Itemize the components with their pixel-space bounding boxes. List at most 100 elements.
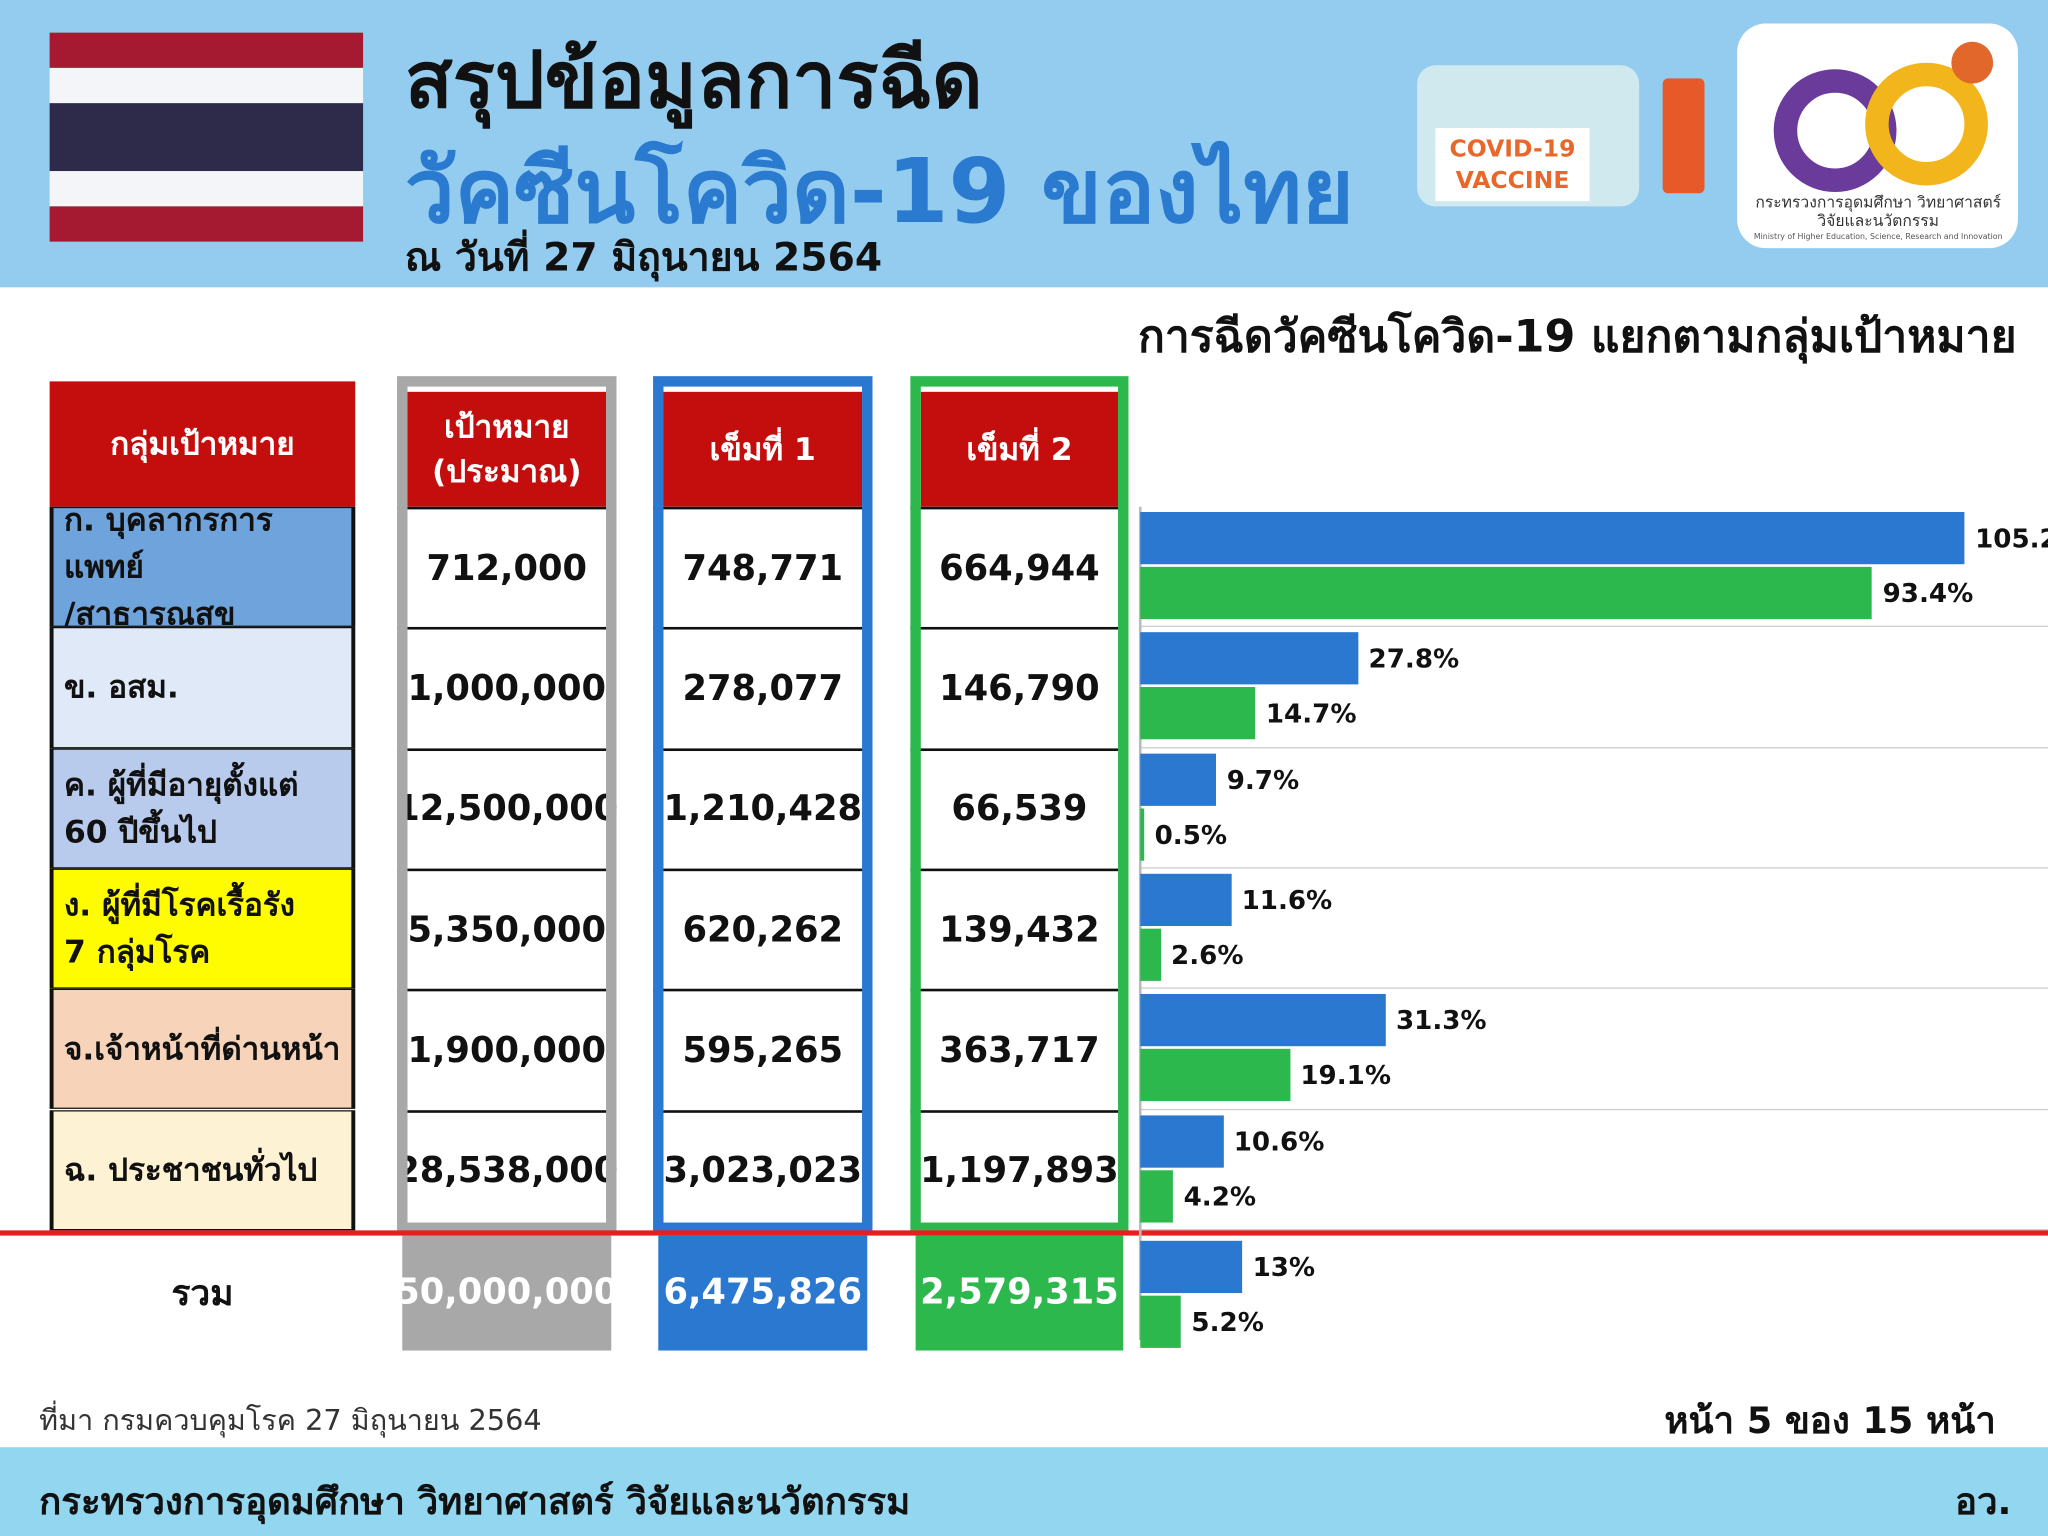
bar [1140, 753, 1217, 806]
footer-band [0, 1447, 2048, 1536]
ministry-name: กระทรวงการอุดมศึกษา วิทยาศาสตร์ วิจัยและ… [39, 1479, 911, 1523]
value-cell: 12,500,000 [395, 747, 618, 869]
value-cell: 1,000,000 [397, 627, 617, 748]
bar [1140, 1240, 1243, 1293]
vaccine-label-line: VACCINE [1455, 167, 1570, 195]
value-cell: 28,538,000 [395, 1109, 618, 1231]
logo-subtext: Ministry of Higher Education, Science, R… [1753, 232, 2003, 242]
bar [1140, 807, 1145, 861]
value-cell: 620,262 [653, 868, 873, 989]
total-cell: 50,000,000 [395, 1235, 618, 1351]
value-label: 14.7% [1265, 697, 1357, 730]
text-line: เข็มที่ 2 [966, 431, 1073, 468]
bar [1140, 994, 1386, 1047]
group-cell: ข. อสม. [49, 627, 356, 748]
text-line: /สาธารณสุข [63, 595, 236, 633]
text-line: กลุ่มเป้าหมาย [110, 425, 295, 463]
value-label: 9.7% [1226, 763, 1300, 795]
row-divider [1138, 867, 2048, 869]
value-label: 11.6% [1241, 884, 1333, 916]
page-number: หน้า 5 ของ 15 หน้า [1664, 1398, 1996, 1442]
ministry-logo: กระทรวงการอุดมศึกษา วิทยาศาสตร์ วิจัยและ… [1737, 23, 2018, 249]
total-cell: 2,579,315 [915, 1235, 1124, 1351]
group-cell: ง. ผู้ที่มีโรคเรื้อรัง 7 กลุ่มโรค [49, 868, 356, 989]
text-line: ก. บุคลากรการแพทย์ [63, 501, 273, 586]
text-line: 60 ปีขึ้นไป [63, 813, 217, 850]
value-cell: 363,717 [910, 988, 1129, 1110]
bar [1140, 566, 1873, 620]
text-line: เข็มที่ 1 [709, 431, 816, 468]
bar [1140, 873, 1232, 926]
value-label: 0.5% [1154, 818, 1228, 850]
row-divider [1138, 1228, 2048, 1231]
column-frame [653, 376, 873, 1233]
text-line: ฉ. ประชาชนทั่วไป [63, 1151, 318, 1189]
value-cell: 748,771 [653, 506, 873, 628]
value-cell: 3,023,023 [653, 1109, 873, 1231]
value-cell: 664,944 [910, 506, 1129, 628]
chart-title: การฉีดวัคซีนโควิด-19 แยกตามกลุ่มเป้าหมาย [1137, 310, 2017, 364]
value-label: 31.3% [1395, 1004, 1487, 1036]
column-header: เข็มที่ 2 [920, 391, 1119, 507]
row-divider [1138, 626, 2048, 628]
value-label: 5.2% [1191, 1305, 1264, 1338]
value-label: 10.6% [1233, 1125, 1325, 1157]
column-header: กลุ่มเป้าหมาย [49, 381, 356, 507]
value-label: 105.2% [1975, 522, 2048, 554]
vial-cap [1662, 78, 1705, 194]
bar [1140, 1114, 1224, 1168]
group-cell: ฉ. ประชาชนทั่วไป [49, 1109, 356, 1231]
value-label: 13% [1252, 1250, 1316, 1283]
column-frame [910, 376, 1129, 1233]
bar [1140, 511, 1965, 565]
group-cell: ก. บุคลากรการแพทย์ /สาธารณสุข [49, 502, 356, 632]
bar [1140, 1049, 1290, 1102]
column-header: เป้าหมาย (ประมาณ) [407, 391, 607, 507]
value-label: 93.4% [1882, 577, 1974, 609]
vaccine-vial: COVID-19 VACCINE [1417, 65, 1640, 207]
group-cell: ค. ผู้ที่มีอายุตั้งแต่ 60 ปีขึ้นไป [49, 747, 356, 869]
bar [1140, 1169, 1174, 1222]
thai-flag [49, 32, 364, 242]
text-line: 7 กลุ่มโรค [63, 933, 211, 971]
value-label: 27.8% [1368, 642, 1460, 675]
vaccine-label: COVID-19 VACCINE [1435, 127, 1590, 202]
value-cell: 712,000 [397, 506, 617, 628]
value-cell: 66,539 [910, 747, 1129, 869]
row-divider [1138, 746, 2048, 748]
logo-text: กระทรวงการอุดมศึกษา วิทยาศาสตร์ วิจัยและ… [1755, 193, 2002, 230]
value-cell: 1,900,000 [397, 988, 617, 1110]
value-cell: 1,197,893 [910, 1109, 1129, 1231]
column-header: เข็มที่ 1 [663, 391, 863, 507]
text-line: ค. ผู้ที่มีอายุตั้งแต่ [63, 766, 299, 803]
group-cell: จ.เจ้าหน้าที่ด่านหน้า [49, 988, 356, 1110]
value-cell: 139,432 [910, 868, 1129, 989]
text-line: จ.เจ้าหน้าที่ด่านหน้า [63, 1030, 341, 1068]
logo-mark [1773, 41, 1994, 192]
value-label: 4.2% [1183, 1180, 1257, 1212]
total-label: รวม [171, 1273, 234, 1315]
ministry-abbr: อว. [1955, 1479, 2012, 1523]
text-line: ง. ผู้ที่มีโรคเรื้อรัง [63, 886, 295, 924]
date: ณ วันที่ 27 มิถุนายน 2564 [404, 235, 883, 281]
vaccine-label-line: COVID-19 [1449, 135, 1576, 164]
title-line2: วัคซีนโควิด-19 ของไทย [404, 141, 1354, 245]
bar [1140, 1295, 1181, 1348]
text-line: (ประมาณ) [431, 453, 582, 490]
value-cell: 146,790 [910, 627, 1129, 748]
bar [1140, 632, 1359, 685]
column-frame [397, 376, 617, 1233]
source: ที่มา กรมควบคุมโรค 27 มิถุนายน 2564 [39, 1405, 542, 1439]
total-divider [0, 1230, 2048, 1236]
value-cell: 5,350,000 [397, 868, 617, 989]
title-line1: สรุปข้อมูลการฉีด [404, 35, 983, 127]
row-divider [1138, 987, 2048, 989]
value-cell: 278,077 [653, 627, 873, 748]
total-cell: 6,475,826 [658, 1235, 868, 1351]
text-line: เป้าหมาย [444, 408, 570, 446]
value-cell: 1,210,428 [653, 747, 873, 869]
row-divider [1138, 1108, 2048, 1110]
value-label: 19.1% [1300, 1059, 1391, 1091]
